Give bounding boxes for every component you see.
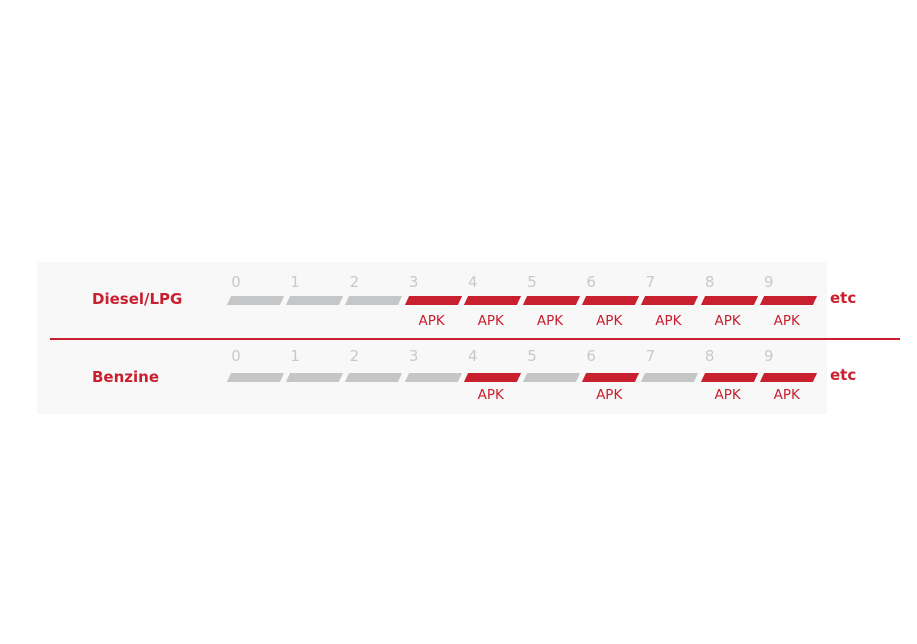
apk-label: APK: [773, 387, 800, 403]
apk-label: APK: [773, 313, 800, 329]
apk-bar: [700, 373, 758, 382]
year-number: 2: [349, 347, 360, 365]
row-label: Benzine: [92, 368, 160, 386]
year-bar: [641, 373, 699, 382]
year-number: 7: [645, 273, 656, 291]
apk-label: APK: [418, 313, 445, 329]
apk-label: APK: [714, 387, 741, 403]
year-bar: [522, 373, 581, 382]
year-number: 8: [704, 347, 715, 365]
apk-bar: [582, 373, 640, 382]
year-number: 5: [527, 273, 537, 291]
year-bar: [345, 296, 403, 305]
year-number: 0: [231, 273, 241, 291]
year-bar: [286, 296, 344, 305]
year-number: 6: [586, 347, 596, 365]
year-number: 1: [290, 347, 300, 365]
apk-bar: [522, 296, 581, 305]
apk-bar: [582, 296, 640, 305]
year-number: 2: [349, 273, 360, 291]
etc-label: etc: [830, 289, 857, 307]
apk-bar: [759, 296, 817, 305]
apk-label: APK: [536, 313, 564, 329]
apk-bar: [700, 296, 758, 305]
year-number: 3: [408, 347, 419, 365]
year-bar: [226, 296, 285, 305]
apk-bar: [641, 296, 699, 305]
year-number: 0: [231, 347, 241, 365]
apk-label: APK: [477, 387, 504, 403]
divider-line: [50, 338, 900, 340]
apk-label: APK: [596, 387, 623, 403]
apk-label: APK: [655, 313, 682, 329]
apk-bar: [404, 296, 462, 305]
year-number: 5: [527, 347, 537, 365]
year-number: 9: [764, 347, 774, 365]
row-label: Diesel/LPG: [92, 290, 183, 308]
year-number: 4: [468, 347, 478, 365]
year-number: 9: [764, 273, 774, 291]
year-number: 7: [645, 347, 656, 365]
etc-label: etc: [830, 366, 857, 384]
apk-bar: [463, 296, 521, 305]
year-number: 6: [586, 273, 596, 291]
year-bar: [226, 373, 285, 382]
apk-label: APK: [714, 313, 741, 329]
year-bar: [404, 373, 462, 382]
apk-label: APK: [596, 313, 623, 329]
apk-bar: [463, 373, 521, 382]
year-bar: [286, 373, 344, 382]
apk-label: APK: [477, 313, 504, 329]
year-number: 4: [468, 273, 478, 291]
year-number: 1: [290, 273, 300, 291]
year-number: 3: [408, 273, 419, 291]
year-bar: [345, 373, 403, 382]
year-number: 8: [704, 273, 715, 291]
apk-bar: [759, 373, 817, 382]
